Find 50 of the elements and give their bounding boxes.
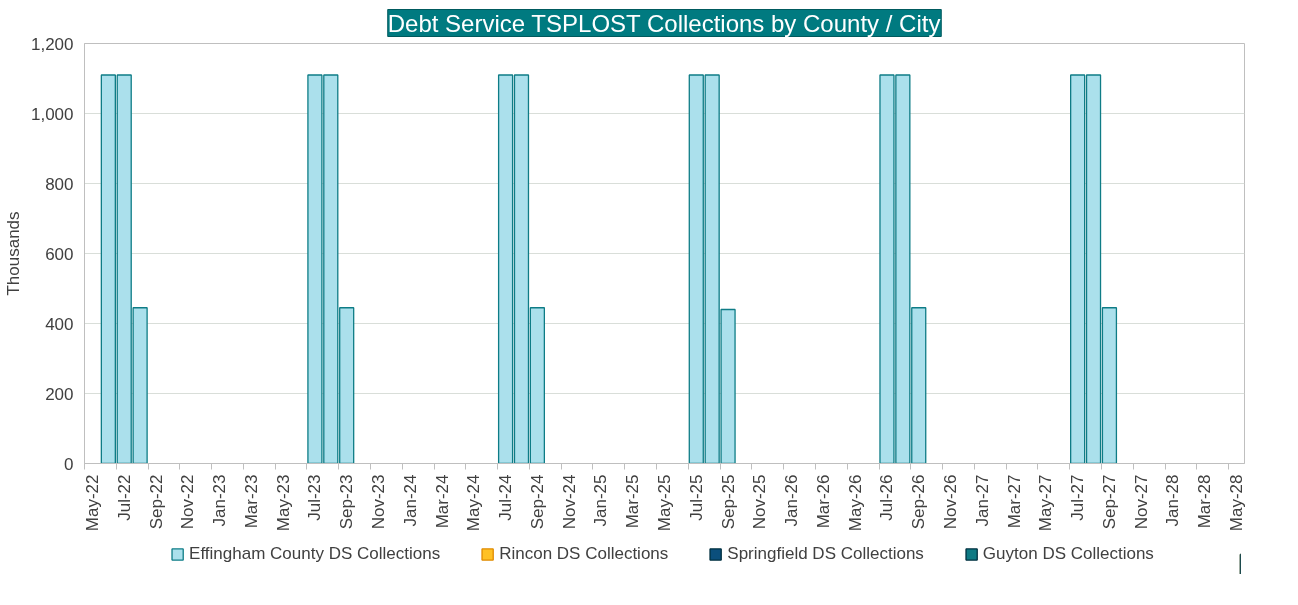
y-tick-label: 0 — [64, 454, 74, 474]
x-tick-label: May-25 — [655, 474, 674, 532]
x-tick-label: Mar-26 — [813, 474, 833, 529]
x-tick-label: Nov-27 — [1131, 474, 1151, 530]
x-tick-label: Jan-24 — [400, 474, 420, 527]
x-tick-label: Sep-25 — [718, 474, 738, 530]
x-tick-label: Nov-24 — [559, 474, 579, 530]
x-tick-label: Nov-25 — [750, 474, 770, 530]
x-tick-label: May-22 — [82, 474, 102, 532]
x-tick-label: Mar-28 — [1195, 474, 1215, 529]
x-tick-label: Mar-27 — [1004, 474, 1024, 529]
x-tick-label: Sep-22 — [146, 474, 166, 530]
x-tick-label: May-26 — [845, 474, 865, 532]
x-tick-label: May-28 — [1227, 474, 1247, 532]
x-tick-label: May-24 — [464, 474, 484, 532]
x-tick-label: Nov-23 — [368, 474, 388, 530]
x-tick-label: Sep-26 — [909, 474, 929, 530]
y-tick-label: 800 — [45, 174, 74, 194]
legend-label: Rincon DS Collections — [499, 544, 669, 564]
x-tick-label: Sep-24 — [527, 474, 547, 530]
x-tick-label: Sep-23 — [337, 474, 357, 530]
x-tick-label: Mar-24 — [432, 474, 452, 529]
legend-label: Effingham County DS Collections — [189, 544, 441, 564]
y-tick-label: 1,000 — [30, 104, 74, 124]
x-tick-label: Sep-27 — [1099, 474, 1119, 530]
legend-label: Springfield DS Collections — [727, 544, 924, 564]
x-tick-label: Jan-27 — [972, 474, 992, 527]
x-tick-label: Jul-24 — [496, 474, 516, 521]
x-tick-label: Jan-23 — [210, 474, 230, 527]
x-tick-label: Nov-22 — [178, 474, 198, 530]
x-tick-label: Mar-25 — [623, 474, 643, 529]
x-tick-label: Jan-26 — [782, 474, 802, 527]
x-tick-label: May-23 — [273, 474, 293, 532]
x-tick-label: Jan-28 — [1163, 474, 1183, 527]
x-tick-label: Mar-23 — [241, 474, 261, 529]
x-tick-label: Jul-27 — [1068, 474, 1088, 521]
x-tick-label: Jul-26 — [877, 474, 897, 521]
x-tick-label: Jan-25 — [591, 474, 611, 527]
y-tick-label: 600 — [45, 244, 74, 264]
y-axis-title: Thousands — [3, 211, 23, 296]
x-tick-label: May-27 — [1036, 474, 1056, 532]
y-tick-label: 400 — [45, 314, 74, 334]
x-tick-label: Jul-22 — [114, 474, 134, 521]
legend-label: Guyton DS Collections — [982, 544, 1154, 564]
x-tick-label: Jul-23 — [305, 474, 325, 521]
y-tick-label: 200 — [45, 384, 74, 404]
x-tick-label: Jul-25 — [686, 474, 706, 521]
chart-title: Debt Service TSPLOST Collections by County / City — [387, 9, 941, 37]
x-tick-label: Nov-26 — [941, 474, 961, 530]
y-tick-label: 1,200 — [30, 34, 74, 54]
